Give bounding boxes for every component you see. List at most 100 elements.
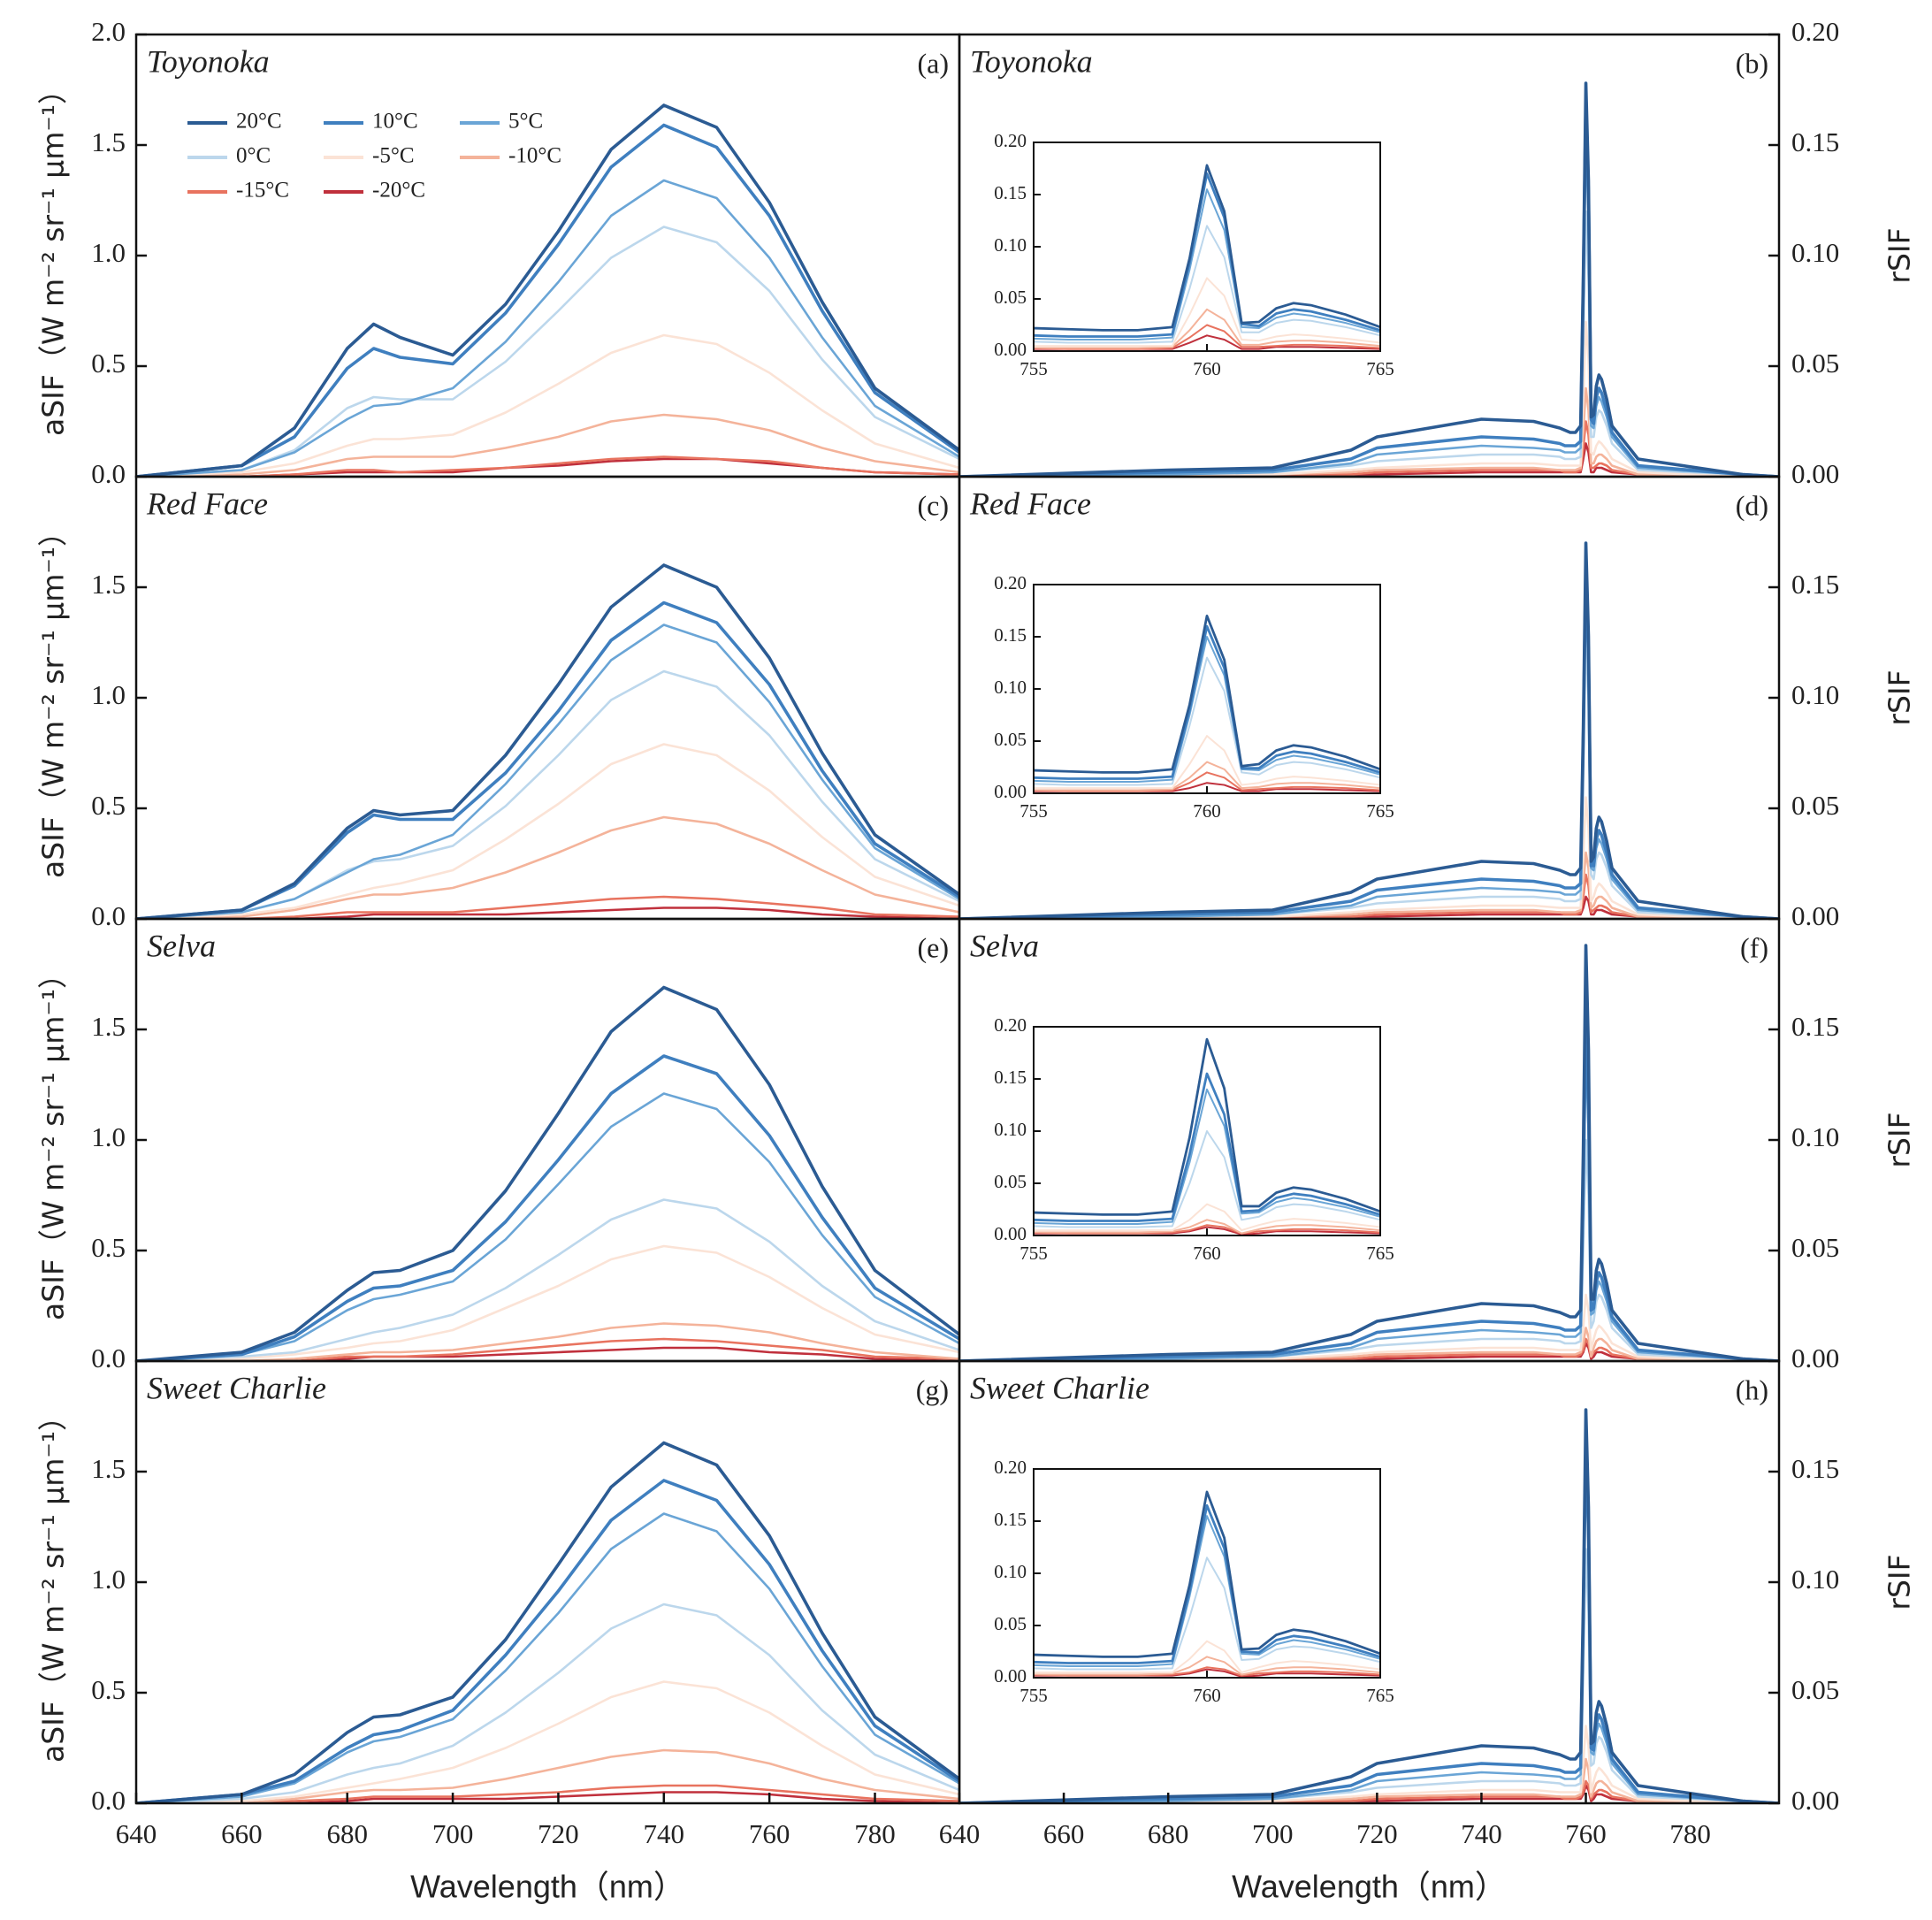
inset-series-line	[1034, 1224, 1380, 1235]
inset-series-group	[1034, 615, 1380, 792]
y-tick-label: 1.5	[91, 1453, 126, 1484]
series-line	[959, 873, 1779, 919]
y-tick-label: 0.0	[91, 458, 126, 489]
panel-title: Red Face	[969, 486, 1091, 521]
inset-x-tick-label: 760	[1193, 1685, 1221, 1706]
inset-series-line	[1034, 735, 1380, 790]
inset-series-line	[1034, 172, 1380, 338]
series-line	[136, 123, 959, 477]
series-line	[136, 1198, 959, 1361]
series-line	[136, 895, 959, 919]
series-line	[959, 442, 1779, 477]
y-axis-label: aSIF（W m⁻² sr⁻¹ μm⁻¹）	[36, 960, 71, 1320]
inset-series-group	[1034, 164, 1380, 350]
x-axis-label: Wavelength（nm）	[410, 1869, 685, 1905]
inset-y-tick-label: 0.15	[994, 624, 1027, 646]
series-line	[959, 944, 1779, 1361]
inset-y-tick-label: 0.05	[994, 1613, 1027, 1634]
series-line	[959, 320, 1779, 477]
series-line	[136, 1479, 959, 1803]
series-group	[136, 985, 959, 1361]
series-line	[959, 851, 1779, 919]
panel-label: (e)	[917, 931, 949, 963]
inset-x-tick-label: 765	[1366, 358, 1394, 379]
x-tick-label: 760	[1565, 1818, 1607, 1849]
legend-label: 20°C	[236, 110, 282, 134]
series-group	[959, 1408, 1779, 1803]
inset-series-line	[1034, 1515, 1380, 1668]
inset-y-tick-label: 0.05	[994, 1171, 1027, 1192]
series-line	[136, 413, 959, 477]
inset-y-tick-label: 0.10	[994, 677, 1027, 698]
y-tick-label: 0.15	[1791, 569, 1839, 600]
panel-title: Selva	[147, 928, 216, 963]
y-tick-label: 0.00	[1791, 458, 1839, 489]
panel-title: Sweet Charlie	[147, 1370, 326, 1405]
panel-label: (d)	[1736, 489, 1768, 521]
panel-title: Toyonoka	[147, 43, 270, 79]
y-tick-label: 0.0	[91, 1342, 126, 1373]
y-axis-label: aSIF（W m⁻² sr⁻¹ μm⁻¹）	[36, 517, 71, 878]
y-tick-label: 0.10	[1791, 237, 1839, 268]
y-tick-label: 1.5	[91, 1011, 126, 1042]
y-tick-label: 0.5	[91, 348, 126, 379]
panel-title: Selva	[970, 928, 1039, 963]
x-tick-label: 740	[1461, 1818, 1502, 1849]
legend-label: -5°C	[372, 144, 415, 168]
x-tick-label: 680	[1148, 1818, 1189, 1849]
y-tick-label: 0.20	[1791, 16, 1839, 47]
inset-series-line	[1034, 1656, 1380, 1676]
inset-x-tick-label: 755	[1019, 800, 1048, 822]
series-line	[136, 1092, 959, 1361]
y-tick-label: 2.0	[91, 16, 126, 47]
series-line	[136, 1337, 959, 1361]
panel-label: (b)	[1736, 47, 1768, 79]
y-tick-label: 0.15	[1791, 126, 1839, 157]
x-tick-label: 700	[432, 1818, 474, 1849]
panel-title: Toyonoka	[970, 43, 1093, 79]
y-tick-label: 0.5	[91, 1674, 126, 1705]
inset-series-line	[1034, 1037, 1380, 1216]
inset-x-tick-label: 755	[1019, 1685, 1048, 1706]
plot-frame	[134, 33, 961, 478]
series-line	[136, 600, 959, 919]
y-tick-label: 0.00	[1791, 1785, 1839, 1816]
inset-series-line	[1034, 1219, 1380, 1235]
y-tick-label: 0.5	[91, 1232, 126, 1263]
inset-series-line	[1034, 656, 1380, 786]
y-tick-label: 0.15	[1791, 1453, 1839, 1484]
series-line	[136, 1054, 959, 1361]
y-tick-label: 0.00	[1791, 900, 1839, 931]
y-tick-label: 1.5	[91, 569, 126, 600]
legend-label: 0°C	[236, 144, 271, 168]
series-line	[136, 1784, 959, 1803]
panel-title: Sweet Charlie	[970, 1370, 1149, 1405]
inset-series-line	[1034, 636, 1380, 784]
inset-series-line	[1034, 615, 1380, 774]
x-tick-label: 700	[1252, 1818, 1294, 1849]
inset-series-line	[1034, 164, 1380, 332]
series-line	[136, 455, 959, 477]
inset-series-line	[1034, 1640, 1380, 1674]
inset-series-line	[1034, 1668, 1380, 1678]
series-group	[136, 563, 959, 919]
y-tick-label: 0.05	[1791, 348, 1839, 379]
series-line	[959, 1337, 1779, 1361]
inset-x-tick-label: 765	[1366, 1685, 1394, 1706]
series-line	[136, 1441, 959, 1803]
y-axis-label: rSIF	[1882, 1112, 1917, 1167]
inset-series-line	[1034, 1130, 1380, 1228]
inset-y-tick-label: 0.05	[994, 287, 1027, 308]
inset-y-tick-label: 0.20	[994, 130, 1027, 151]
series-line	[959, 1725, 1779, 1803]
series-line	[136, 1603, 959, 1803]
y-tick-label: 1.0	[91, 679, 126, 710]
y-axis-label: rSIF	[1882, 1554, 1917, 1610]
inset-series-line	[1034, 334, 1380, 350]
inset-series-group	[1034, 1490, 1380, 1678]
inset-y-tick-label: 0.20	[994, 1457, 1027, 1478]
inset-y-tick-label: 0.15	[994, 182, 1027, 203]
inset-y-tick-label: 0.10	[994, 1119, 1027, 1140]
y-axis-label: aSIF（W m⁻² sr⁻¹ μm⁻¹）	[36, 1402, 71, 1763]
